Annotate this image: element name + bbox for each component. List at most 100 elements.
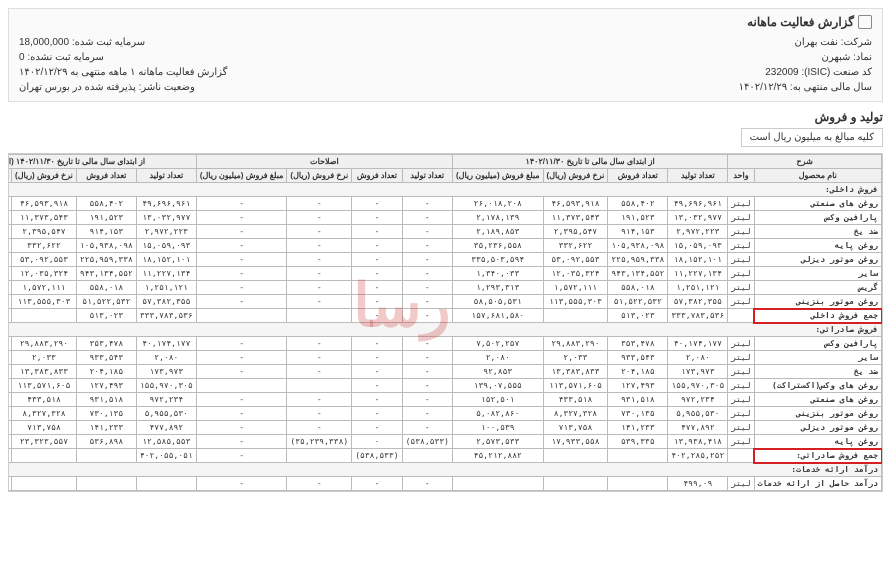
data-cell: [76, 449, 136, 463]
data-cell: ۵۳۶,۸۹۸: [76, 435, 136, 449]
data-cell: -: [196, 211, 287, 225]
data-cell: -: [352, 407, 402, 421]
data-cell: ۱۰۵,۹۳۸,۰۹۸: [76, 239, 136, 253]
data-cell: -: [287, 477, 352, 491]
data-cell: -: [402, 281, 452, 295]
data-cell: -: [402, 379, 452, 393]
data-cell: ۵۱,۵۲۲,۵۳۲: [608, 295, 668, 309]
row-label: روغن موتور دیزلی: [754, 421, 881, 435]
data-cell: ۱۷۳,۹۷۳: [136, 365, 196, 379]
data-cell: -: [196, 351, 287, 365]
data-cell: -: [352, 365, 402, 379]
data-cell: ۳۳۲,۶۲۲: [543, 239, 608, 253]
data-cell: -: [287, 407, 352, 421]
data-cell: ۵۱۳,۰۲۳: [76, 309, 136, 323]
data-cell: [608, 449, 668, 463]
data-cell: [608, 477, 668, 491]
data-cell: ۰: [352, 435, 402, 449]
data-cell: ۹۴۳,۱۳۴,۵۵۲: [608, 267, 668, 281]
row-label: پارافین وکس: [754, 337, 881, 351]
data-cell: [196, 379, 287, 393]
data-cell: ۳۳۵,۵۰۳,۵۹۴: [452, 253, 543, 267]
data-cell: -: [352, 253, 402, 267]
data-cell: ۲,۹۷۲,۲۲۳: [668, 225, 728, 239]
row-label: روغن های صنعتی: [754, 393, 881, 407]
data-cell: ۴۹۹,۰۹: [668, 477, 728, 491]
data-cell: ۲,۱۷۸,۱۳۹: [8, 211, 12, 225]
data-cell: ۱۵,۰۵۹,۰۹۳: [668, 239, 728, 253]
data-cell: ۱۲,۰۳۵,۳۲۴: [543, 267, 608, 281]
data-cell: ۲۶,۰۱۸,۲۰۸: [452, 197, 543, 211]
data-cell: ۳۳۳,۷۸۳,۵۳۶: [668, 309, 728, 323]
data-cell: ۴۰,۱۷۴,۱۷۷: [668, 337, 728, 351]
data-cell: ۹۳۳,۵۴۳: [76, 351, 136, 365]
data-cell: [12, 309, 77, 323]
data-cell: -: [196, 449, 287, 463]
data-cell: -: [196, 239, 287, 253]
data-cell: ۵۳۹,۳۳۵: [608, 435, 668, 449]
data-cell: [12, 477, 77, 491]
data-cell: -: [402, 337, 452, 351]
row-label: جمع فروش داخلی: [754, 309, 881, 323]
row-label: پارافین وکس: [754, 211, 881, 225]
data-cell: -: [352, 197, 402, 211]
data-cell: -: [287, 197, 352, 211]
data-cell: [402, 449, 452, 463]
data-cell: ۲,۰۳۳: [543, 351, 608, 365]
data-cell: -: [402, 393, 452, 407]
data-cell: -: [196, 337, 287, 351]
data-cell: ۴۳۳,۵۱۸: [12, 393, 77, 407]
data-cell: ۱۵۲,۵۰۱: [8, 393, 12, 407]
data-cell: ۱۰۰,۵۳۹: [8, 421, 12, 435]
data-cell: ۵,۷۵۱,۳۵۸: [8, 435, 12, 449]
data-cell: -: [352, 393, 402, 407]
data-cell: ۳۵,۲۱۳,۳۷۸: [8, 449, 12, 463]
data-cell: ۷,۵۰۲,۲۵۷: [8, 337, 12, 351]
data-cell: ۱۱,۳۷۳,۵۴۳: [543, 211, 608, 225]
report-header: گزارش فعالیت ماهانه شرکت: نفت بهران سرما…: [8, 8, 883, 102]
data-cell: ۵۱۳,۰۲۳: [608, 309, 668, 323]
data-cell: ۵,۹۵۵,۵۳۰: [136, 407, 196, 421]
data-cell: ۱۲,۰۳۵,۳۲۴: [12, 267, 77, 281]
document-icon: [858, 15, 872, 29]
data-cell: ۹۳۱,۵۱۸: [76, 393, 136, 407]
section-title: تولید و فروش: [8, 110, 883, 124]
data-cell: ۲,۰۸۰: [136, 351, 196, 365]
data-cell: ۴۷۷,۸۹۲: [136, 421, 196, 435]
page-title: گزارش فعالیت ماهانه: [19, 15, 872, 29]
data-cell: ۹۲,۸۵۳: [8, 365, 12, 379]
data-cell: ۹۲,۸۵۳: [452, 365, 543, 379]
data-cell: ۱۴۱,۲۳۳: [608, 421, 668, 435]
data-cell: ۲,۱۷۸,۱۳۹: [452, 211, 543, 225]
data-cell: -: [402, 211, 452, 225]
data-cell: ۳۳۵,۵۰۳,۵۹۴: [8, 253, 12, 267]
data-cell: -: [352, 239, 402, 253]
data-cell: -: [287, 225, 352, 239]
data-cell: -: [402, 239, 452, 253]
data-cell: ۱۳۹,۰۷,۵۵۵: [8, 379, 12, 393]
data-cell: ۲۹,۸۸۳,۲۹۰: [543, 337, 608, 351]
data-cell: ۱,۵۷۲,۱۱۱: [543, 281, 608, 295]
data-cell: -: [402, 351, 452, 365]
data-cell: -: [352, 351, 402, 365]
data-cell: ۱۲۷,۴۹۳: [76, 379, 136, 393]
row-label: روغن پایه: [754, 239, 881, 253]
data-cell: ۲,۰۸۰: [668, 351, 728, 365]
data-cell: ۱۱۳,۵۵۵,۳۰۳: [543, 295, 608, 309]
data-cell: -: [352, 309, 402, 323]
data-cell: ۸,۳۲۷,۳۲۸: [543, 407, 608, 421]
data-cell: ۲۳,۳۲۳,۵۵۷: [12, 435, 77, 449]
row-label: ضد یخ: [754, 225, 881, 239]
data-cell: [452, 477, 543, 491]
data-cell: ۱۳۹,۰۷,۵۵۵: [452, 379, 543, 393]
data-cell: ۳۳۳,۷۸۳,۵۳۶: [136, 309, 196, 323]
data-cell: ۱۳,۳۸۳,۸۳۳: [543, 365, 608, 379]
data-cell: -: [402, 365, 452, 379]
data-cell: ۱,۲۹۳,۳۱۳: [452, 281, 543, 295]
data-cell: ۴۶,۵۹۳,۹۱۸: [12, 197, 77, 211]
data-cell: ۱۱۳,۵۷۱,۶۰۵: [543, 379, 608, 393]
data-cell: -: [352, 225, 402, 239]
data-cell: -: [402, 197, 452, 211]
data-cell: -: [287, 421, 352, 435]
data-cell: -: [196, 281, 287, 295]
